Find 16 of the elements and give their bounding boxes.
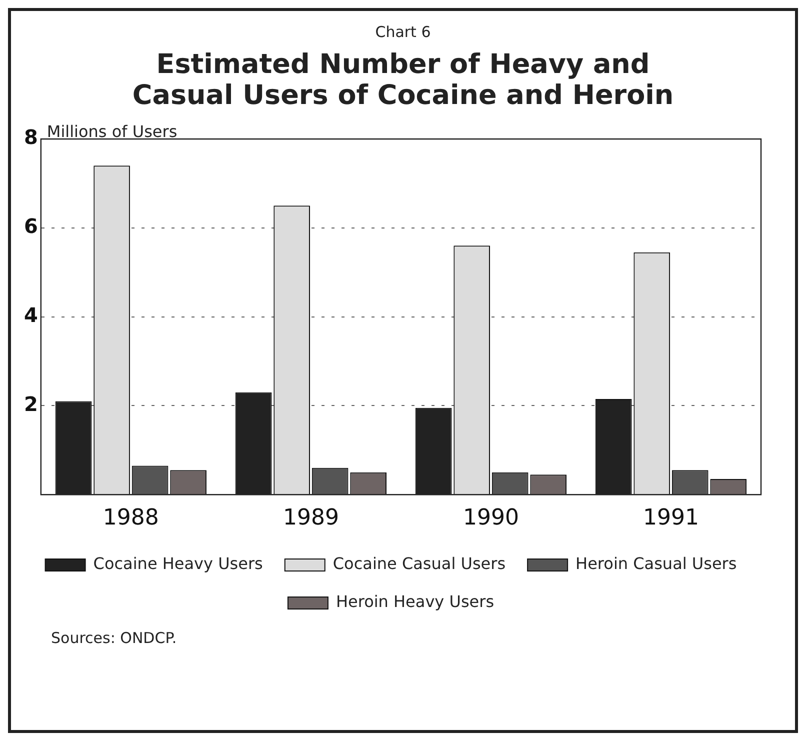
y-tick-label: 6	[24, 214, 38, 238]
source-note: Sources: ONDCP.	[51, 629, 178, 647]
y-tick-label: 2	[24, 392, 38, 416]
x-tick-label: 1990	[462, 506, 519, 531]
x-tick-label: 1989	[282, 506, 339, 531]
legend-label: Heroin Heavy Users	[336, 592, 494, 612]
y-tick-label: 4	[24, 303, 38, 328]
x-tick-label: 1988	[102, 506, 159, 531]
x-tick-label: 1991	[642, 506, 699, 531]
legend-label: Cocaine Casual Users	[332, 554, 506, 574]
chart-subtitle: Chart 6	[374, 23, 432, 41]
y-tick-label: 8	[24, 125, 38, 150]
y-axis-title: Millions of Users	[46, 122, 178, 142]
legend-label: Cocaine Heavy Users	[93, 554, 263, 574]
legend-label: Heroin Casual Users	[576, 554, 737, 574]
chart-title: Estimated Number of Heavy and Casual Users of Cocaine and Heroin	[131, 49, 675, 111]
